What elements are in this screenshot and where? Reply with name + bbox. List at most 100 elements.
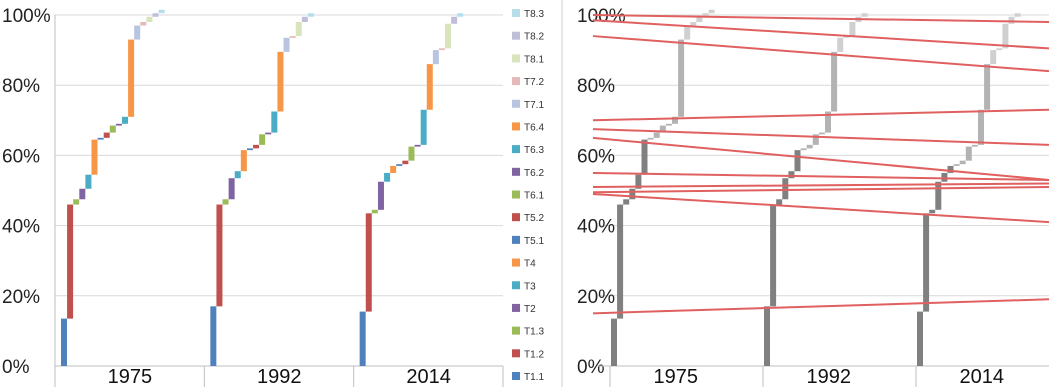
- y-tick-label: 80%: [2, 76, 40, 97]
- legend-label: T6.1: [524, 191, 544, 202]
- bar-segment-grey: [965, 146, 972, 161]
- bar-segment-grey: [959, 160, 966, 165]
- bar-segment-grey: [708, 9, 715, 14]
- bar-segment-grey: [818, 132, 825, 135]
- bar-segment-t6-4: [128, 39, 135, 117]
- bar-segment-t6-2: [414, 144, 421, 147]
- bar-segment-t6-4: [277, 51, 284, 112]
- y-tick-label: 0%: [577, 357, 605, 378]
- bar-segment-t7-2: [140, 22, 147, 26]
- bar-segment-t4: [240, 150, 247, 172]
- legend-label: T1.1: [524, 372, 544, 383]
- trend-line: [592, 182, 1049, 188]
- bar-segment-t5-2: [253, 144, 260, 149]
- bar-segment-grey: [861, 13, 868, 17]
- legend-label: T4: [524, 259, 536, 270]
- legend-swatch: [512, 77, 520, 86]
- trend-line: [592, 128, 1049, 146]
- bar-segment-t8-2: [152, 13, 159, 17]
- legend-label: T5.1: [524, 236, 544, 247]
- bar-segment-t1-1: [210, 306, 217, 366]
- y-tick-label: 20%: [2, 287, 40, 308]
- legend-label: T8.1: [524, 54, 544, 65]
- bar-segment-t7-2: [289, 36, 296, 38]
- bar-segment-t7-1: [134, 25, 141, 40]
- bar-segment-grey: [653, 132, 660, 138]
- bar-segment-grey: [953, 164, 960, 166]
- legend-label: T7.1: [524, 100, 544, 111]
- bar-segment-t5-1: [97, 137, 104, 140]
- bar-segment-t8-3: [158, 9, 165, 14]
- bar-segment-t2: [79, 188, 86, 200]
- trend-line: [592, 19, 1049, 50]
- trend-line: [592, 298, 1049, 315]
- legend-swatch: [512, 31, 520, 40]
- bar-segment-t3: [384, 172, 391, 182]
- trend-line: [592, 171, 1049, 181]
- bar-segment-grey: [1008, 16, 1015, 24]
- bar-segment-t1-3: [222, 199, 229, 205]
- bar-segment-grey: [971, 144, 978, 147]
- legend-swatch: [512, 9, 520, 17]
- bar-segment-grey: [831, 51, 838, 112]
- bar-segment-t7-1: [283, 37, 290, 52]
- bar-segment-grey: [800, 148, 807, 151]
- bar-segment-t2: [377, 181, 384, 210]
- legend-swatch: [512, 372, 520, 380]
- bar-segment-t7-1: [432, 50, 439, 65]
- bar-segment-grey: [806, 144, 813, 149]
- y-tick-label: 40%: [577, 217, 615, 238]
- trend-line: [592, 136, 1049, 181]
- bar-segment-grey: [812, 134, 819, 145]
- bar-segment-grey: [764, 306, 770, 366]
- bar-segment-grey: [696, 16, 703, 23]
- panel-left: 0% 20% 40% 60% 80% 100% 1975 1992 2014 T8.3 T8.2 T8…: [2, 6, 544, 387]
- y-tick-label: 100%: [577, 6, 626, 27]
- legend-swatch: [512, 213, 520, 222]
- bar-segment-t1-3: [73, 199, 80, 205]
- bar-segment-grey: [782, 178, 789, 200]
- bar-segment-t8-3: [457, 13, 464, 17]
- y-tick-label: 20%: [577, 287, 615, 308]
- bar-segment-t1-2: [216, 204, 223, 307]
- bar-segment-t1-1: [61, 318, 67, 366]
- bar-segment-t4: [91, 139, 98, 175]
- bar-segment-grey: [617, 204, 624, 319]
- bar-segment-grey: [929, 209, 936, 214]
- bar-segment-grey: [635, 174, 642, 189]
- bar-segment-t8-3: [307, 13, 314, 17]
- bar-segment-t6-4: [426, 64, 433, 110]
- legend-swatch: [512, 99, 520, 108]
- bar-segment-grey: [702, 13, 709, 17]
- bar-segment-t4: [390, 165, 397, 173]
- bar-segment-t7-2: [438, 48, 445, 51]
- legend-swatch: [512, 190, 520, 199]
- bar-segment-t6-2: [265, 132, 272, 135]
- bar-segment-grey: [923, 213, 930, 312]
- x-category-label: 1975: [108, 366, 152, 387]
- bar-segment-grey: [629, 188, 636, 200]
- trend-line: [592, 108, 1049, 122]
- bar-segment-grey: [672, 116, 678, 124]
- legend-label: T7.2: [524, 77, 544, 88]
- y-tick-label: 60%: [2, 146, 40, 167]
- bar-segment-grey: [843, 36, 850, 38]
- bar-segment-grey: [611, 318, 617, 366]
- bar-segment-grey: [659, 125, 666, 133]
- legend-swatch: [512, 303, 520, 312]
- y-tick-label: 40%: [2, 217, 40, 238]
- bar-segment-grey: [990, 50, 997, 65]
- legend-label: T8.3: [524, 9, 544, 20]
- bar-segment-t6-1: [408, 146, 415, 161]
- bar-segment-t8-1: [146, 16, 153, 23]
- bar-segment-grey: [1002, 23, 1009, 49]
- bar-segment-t5-2: [402, 160, 409, 165]
- x-category-label: 2014: [406, 366, 451, 387]
- trend-line: [592, 14, 1049, 24]
- legend-swatch: [512, 281, 520, 290]
- legend-label: T6.4: [524, 122, 544, 133]
- bar-segment-grey: [996, 48, 1003, 51]
- bar-segment-t6-1: [109, 125, 116, 133]
